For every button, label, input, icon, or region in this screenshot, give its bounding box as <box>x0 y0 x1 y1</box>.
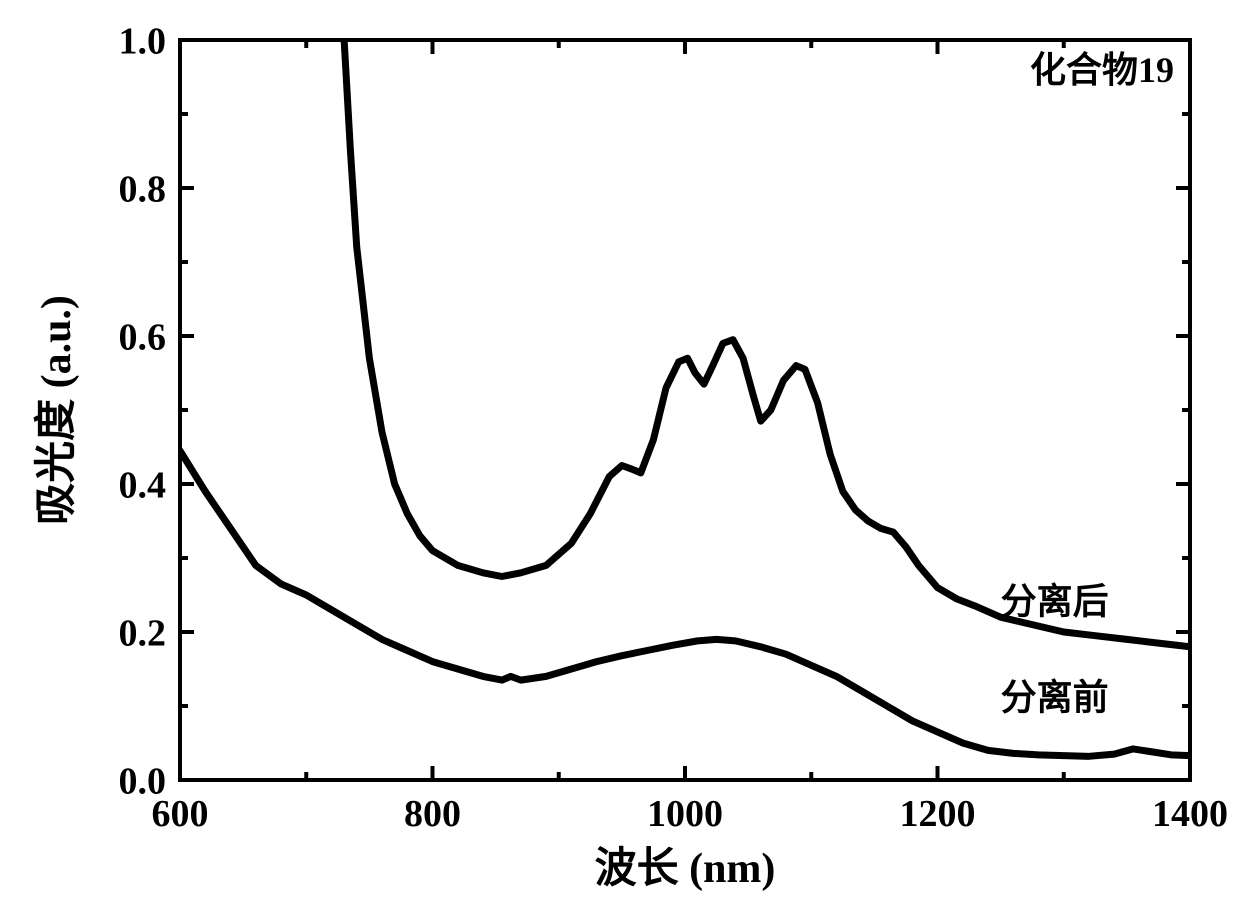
y-tick-label: 0.8 <box>119 168 167 210</box>
y-tick-label: 1.0 <box>119 20 167 62</box>
absorption-spectrum-chart: 6008001000120014000.00.20.40.60.81.0波长 (… <box>0 0 1240 920</box>
y-tick-label: 0.2 <box>119 612 167 654</box>
y-tick-label: 0.6 <box>119 316 167 358</box>
y-tick-label: 0.4 <box>119 464 167 506</box>
y-axis-label: 吸光度 (a.u.) <box>33 295 80 525</box>
x-tick-label: 1400 <box>1152 793 1228 835</box>
x-tick-label: 800 <box>404 793 461 835</box>
x-axis-label: 波长 (nm) <box>595 845 776 892</box>
series-label-before: 分离前 <box>1001 678 1109 718</box>
y-tick-label: 0.0 <box>119 760 167 802</box>
chart-title: 化合物19 <box>1030 50 1174 90</box>
x-tick-label: 1200 <box>900 793 976 835</box>
x-tick-label: 1000 <box>647 793 723 835</box>
chart-svg: 6008001000120014000.00.20.40.60.81.0波长 (… <box>0 0 1240 920</box>
series-label-after: 分离后 <box>1001 582 1109 622</box>
